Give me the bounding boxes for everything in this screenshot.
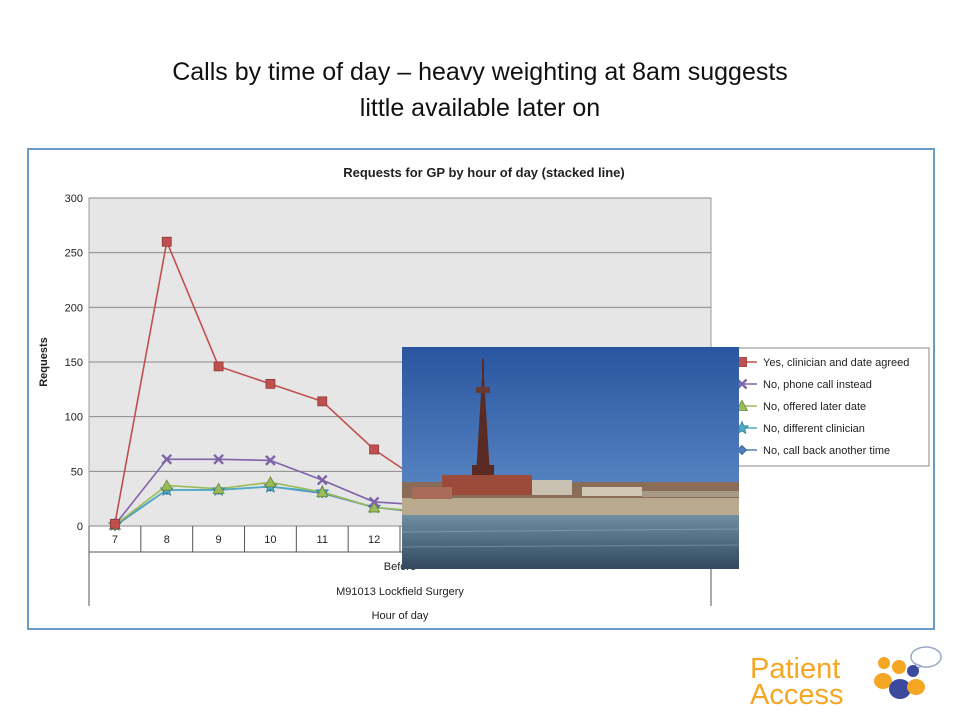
data-point-s1-1 [161,453,173,465]
blackpool-tower-photo [402,347,739,569]
legend-label: No, phone call instead [763,379,872,391]
y-tick-label: 300 [65,193,83,205]
data-point-s0-5 [369,444,379,455]
legend-marker-swatch [735,399,749,411]
data-point-s0-4 [317,396,328,407]
data-point-s2-4 [316,485,329,498]
data-point-s2-1 [160,479,173,491]
x-tick-label: 11 [317,534,328,546]
legend-marker-swatch [736,444,748,456]
data-point-s2-2 [212,482,225,494]
chart-frame: Requests for GP by hour of day (stacked … [27,148,935,630]
y-axis: 0 50 100 150 200 250 300 [65,193,83,533]
logo-word-access: Access [750,679,844,711]
slide-title: Calls by time of day – heavy weighting a… [40,54,920,126]
legend-item: No, offered later date [727,399,866,413]
data-point-s0-2 [213,361,224,372]
data-point-s1-3 [265,455,276,466]
y-tick-label: 250 [65,248,83,260]
x-tick-label: 12 [368,534,380,546]
patient-access-logo: Patient Access [750,645,950,715]
x-tick-label: 10 [264,534,276,546]
data-point-s1-2 [213,453,224,465]
legend: Yes, clinician and date agreed No, phone … [718,347,930,467]
legend-label: No, offered later date [763,401,866,413]
x-group-label-surgery: M91013 Lockfield Surgery [336,586,464,598]
y-tick-label: 50 [71,466,83,478]
x-tick-label: 7 [112,534,118,546]
x-axis-title: Hour of day [372,610,429,622]
data-point-s1-5 [368,496,380,508]
slide-title-line2: little available later on [359,94,601,122]
y-axis-label: Requests [38,337,50,387]
legend-label: No, different clinician [763,423,865,435]
data-point-s2-3 [264,475,277,488]
logo-people-icon [874,646,942,699]
data-point-s0-1 [161,236,172,247]
logo-word-patient: Patient [750,653,841,685]
slide-title-line1: Calls by time of day – heavy weighting a… [172,58,788,86]
legend-item: No, call back another time [727,444,890,457]
chart-title: Requests for GP by hour of day (stacked … [343,165,625,180]
data-point-s0-0 [110,518,120,529]
x-tick-label: 9 [216,534,222,546]
data-point-s1-4 [316,474,328,486]
legend-label: Yes, clinician and date agreed [763,357,909,369]
legend-box [718,347,930,467]
data-point-s2-5 [367,501,381,513]
y-tick-label: 200 [65,302,83,314]
y-tick-label: 100 [65,412,83,424]
y-tick-label: 150 [65,357,83,369]
data-point-s0-3 [265,378,276,389]
legend-label: No, call back another time [763,445,890,457]
x-tick-label: 8 [164,534,170,546]
y-tick-label: 0 [77,521,83,533]
legend-marker-swatch [736,378,748,390]
